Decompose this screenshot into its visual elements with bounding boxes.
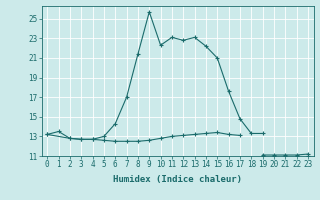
X-axis label: Humidex (Indice chaleur): Humidex (Indice chaleur) [113,175,242,184]
